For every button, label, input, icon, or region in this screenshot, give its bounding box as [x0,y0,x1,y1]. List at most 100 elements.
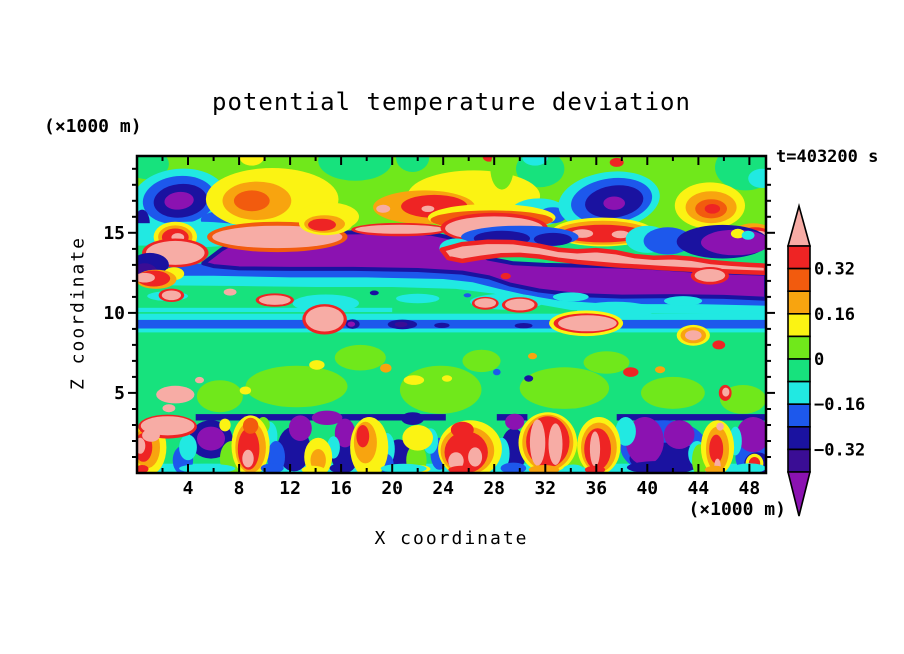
colorbar-segment [787,403,811,428]
contour-blob [310,449,326,472]
contour-blob [663,420,695,449]
y-tick-label: 10 [103,303,125,324]
time-label: t=403200 s [776,147,879,167]
contour-blob [448,452,464,470]
y-axis-unit-label: (×1000 m) [44,116,142,137]
contour-blob [233,190,270,212]
contour-blob [311,410,343,425]
colorbar-segment [787,358,811,383]
contour-blob [462,349,501,373]
contour-blob [305,306,344,332]
contour-blob [334,344,386,371]
contour-blob [730,228,745,239]
x-tick-label: 44 [688,478,710,499]
colorbar-label: 0 [814,350,824,370]
contour-blob [301,465,325,473]
contour-blob [712,340,726,350]
x-tick-label: 8 [234,478,245,499]
contour-blob [584,465,606,473]
contour-blob [196,380,243,413]
contour-blob [292,294,359,313]
x-tick-label: 48 [739,478,761,499]
x-tick-label: 12 [279,478,301,499]
colorbar-label: 0.16 [814,305,855,325]
contour-blob [528,465,560,473]
contour-blob [474,298,497,308]
colorbar-segment [787,380,811,406]
contour-blob [583,351,630,374]
contour-blob [156,385,195,404]
contour-blob [288,415,312,442]
contour-blob [318,156,393,181]
contour-blob [548,423,563,466]
contour-blob [242,449,254,468]
contour-blob [533,232,573,246]
contour-blob [396,293,440,304]
x-tick-label: 28 [483,478,505,499]
plot-title: potential temperature deviation [212,88,691,116]
contour-blob [396,156,430,172]
contour-band [137,319,766,329]
contour-blob [514,323,533,329]
contour-blob [490,156,514,190]
colorbar-label: 0.32 [814,260,855,280]
contour-blob [137,272,155,283]
contour-blob [450,421,474,438]
x-tick-label: 20 [381,478,403,499]
contour-blob [356,425,370,448]
contour-blob [219,418,231,432]
contour-blob [179,434,197,461]
contour-blob [162,404,176,413]
contour-blob [334,418,356,448]
contour-blob [704,465,726,473]
colorbar-segment [787,267,811,293]
contour-blob [421,205,435,212]
x-tick-label: 40 [636,478,658,499]
y-tick-label: 15 [103,223,125,244]
contour-blob [655,366,666,374]
contour-blob [709,434,724,464]
colorbar-segment [787,245,811,270]
contour-blob [441,375,453,382]
contour-band [616,414,766,421]
contour-blob [347,321,356,327]
y-tick-labels: 5 10 15 [103,223,125,404]
contour-blob [242,417,259,434]
x-axis-unit-label: (×1000 m) [688,499,786,520]
contour-blob [626,461,691,473]
contour-blob [463,293,472,298]
plot-frame [135,154,768,475]
contour-region [439,239,766,276]
contour-blob [505,298,535,311]
contour-blob [664,296,703,306]
x-axis-title: X coordinate [374,528,529,549]
contour-blob [505,413,525,430]
contour-blob [741,230,755,240]
contour-blob [641,376,705,409]
contour-blob [736,417,766,453]
contour-blob [718,309,750,320]
contour-blob [623,367,639,377]
contour-band [137,307,393,313]
contour-blob [376,204,391,213]
contour-blob [603,196,625,210]
contour-blob [239,386,252,395]
colorbar-segment [787,290,811,315]
contour-blob [179,463,236,473]
contour-blob [260,463,284,473]
contour-blob [197,426,225,451]
contour-blob [558,315,617,332]
contour-blob [524,375,534,382]
colorbar-arrow-bottom [786,471,812,517]
contour-blob [164,191,194,210]
contour-blob [685,330,702,341]
contour-blob [355,224,445,234]
contour-blob [195,376,204,384]
contour-blob [308,218,336,231]
contour-blob [722,387,730,397]
colorbar-label: −0.32 [814,440,865,460]
contour-blob [434,322,450,328]
colorbar-label: −0.16 [814,395,865,415]
